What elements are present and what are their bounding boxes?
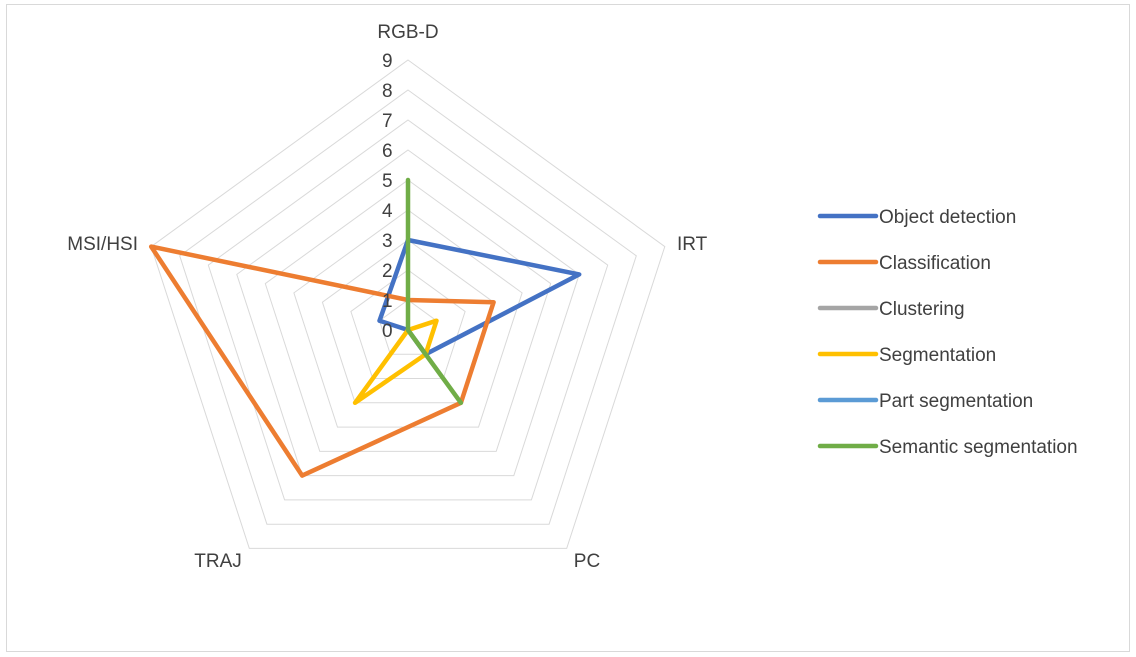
legend-label-2: Clustering [879, 299, 965, 320]
legend-label-0: Object detection [879, 207, 1016, 228]
radar-series [148, 177, 582, 478]
legend-label-5: Semantic segmentation [879, 437, 1078, 458]
grid-ring-2 [350, 269, 466, 379]
series-classification [148, 244, 496, 478]
legend: Object detection Classification Clustering… [817, 207, 1078, 458]
grid-ring-5 [264, 179, 552, 452]
tick-label-2: 2 [382, 261, 393, 282]
axis-labels: RGB-D IRT PC TRAJ MSI/HSI [67, 22, 707, 572]
tick-label-1: 1 [382, 291, 393, 312]
tick-label-4: 4 [382, 201, 393, 222]
tick-label-0: 0 [382, 321, 393, 342]
legend-label-1: Classification [879, 253, 991, 274]
tick-label-8: 8 [382, 81, 393, 102]
grid-ring-9 [150, 59, 666, 549]
grid-ring-6 [236, 149, 580, 477]
axis-label-traj: TRAJ [194, 551, 242, 572]
grid-ring-7 [207, 119, 609, 501]
grid-ring-8 [179, 89, 637, 525]
legend-label-3: Segmentation [879, 345, 996, 366]
series-semantic-segmentation [405, 177, 464, 406]
tick-label-6: 6 [382, 141, 393, 162]
tick-label-3: 3 [382, 231, 393, 252]
axis-label-irt: IRT [677, 234, 708, 255]
radar-grid [150, 59, 666, 549]
grid-ring-3 [321, 239, 495, 404]
axis-label-msi-hsi: MSI/HSI [67, 234, 138, 255]
tick-label-5: 5 [382, 171, 393, 192]
legend-label-4: Part segmentation [879, 391, 1033, 412]
tick-label-7: 7 [382, 111, 393, 132]
radial-tick-labels: 0 1 2 3 4 5 6 7 8 9 [382, 51, 393, 342]
axis-label-pc: PC [574, 551, 600, 572]
tick-label-9: 9 [382, 51, 393, 72]
grid-ring-1 [378, 299, 438, 355]
axis-label-rgb-d: RGB-D [377, 22, 438, 43]
